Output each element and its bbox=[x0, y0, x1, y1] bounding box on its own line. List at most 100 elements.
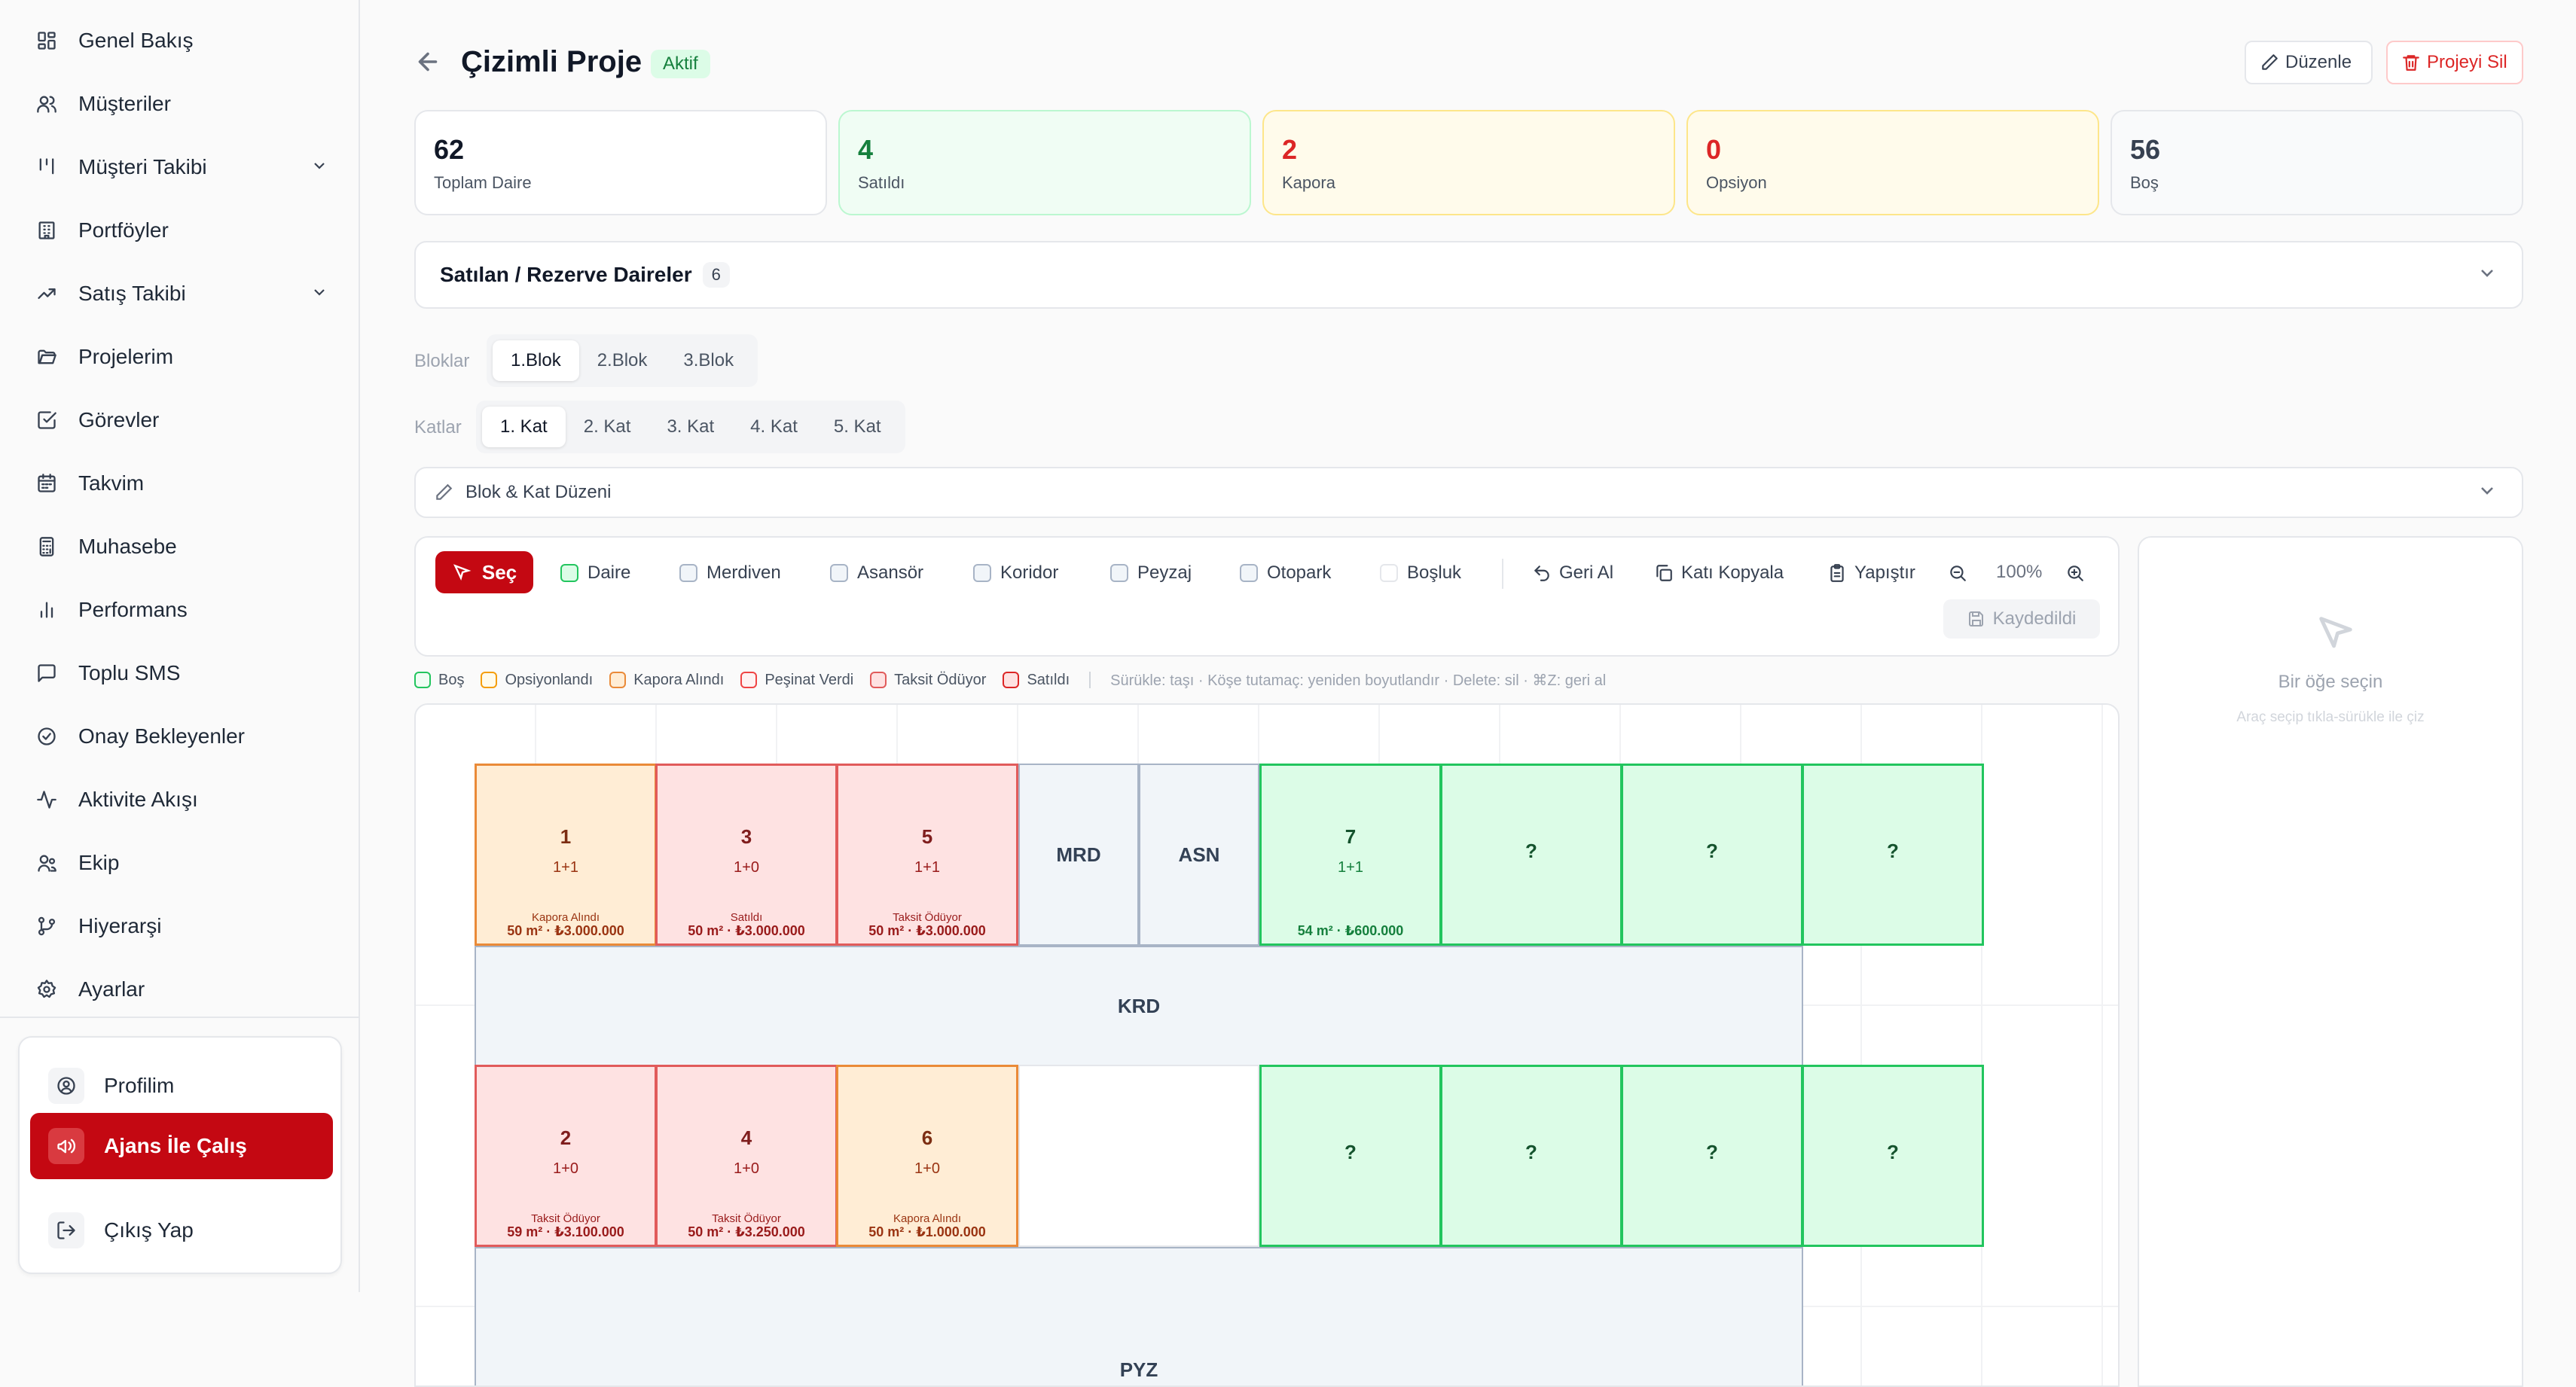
nav-genel-bakis[interactable]: Genel Bakış bbox=[35, 20, 328, 62]
logout-link[interactable]: Çıkış Yap bbox=[30, 1197, 333, 1264]
unit-cell[interactable]: ? bbox=[1621, 1065, 1803, 1247]
nav-hiyerarsi[interactable]: Hiyerarşi bbox=[35, 905, 328, 947]
elevator-cell[interactable]: ASN bbox=[1139, 764, 1259, 946]
nav-musteri-takibi[interactable]: Müşteri Takibi bbox=[35, 146, 328, 188]
delete-project-button[interactable]: Projeyi Sil bbox=[2386, 41, 2523, 84]
unit-rooms: 1+1 bbox=[1338, 859, 1363, 876]
nav-muhasebe[interactable]: Muhasebe bbox=[35, 526, 328, 568]
nav-ayarlar[interactable]: Ayarlar bbox=[35, 968, 328, 1011]
saved-button[interactable]: Kaydedildi bbox=[1943, 599, 2100, 639]
legend-swatch bbox=[870, 672, 887, 688]
unit-cell[interactable]: 7 1+1 54 m² · ₺600.000 bbox=[1259, 764, 1442, 946]
empty-space-cell[interactable] bbox=[1018, 1065, 1259, 1247]
nav-takvim[interactable]: Takvim bbox=[35, 462, 328, 505]
edit-label: Düzenle bbox=[2285, 52, 2352, 72]
copy-floor-button[interactable]: Katı Kopyala bbox=[1654, 562, 1784, 584]
tool-label: Koridor bbox=[1000, 562, 1059, 583]
unit-cell[interactable]: 5 1+1 Taksit Ödüyor 50 m² · ₺3.000.000 bbox=[836, 764, 1018, 946]
unit-cell[interactable]: 6 1+0 Kapora Alındı 50 m² · ₺1.000.000 bbox=[836, 1065, 1018, 1247]
nav-ekip[interactable]: Ekip bbox=[35, 842, 328, 884]
tool-koridor[interactable]: Koridor bbox=[973, 562, 1058, 584]
undo-button[interactable]: Geri Al bbox=[1532, 562, 1613, 584]
agency-button[interactable]: Ajans İle Çalış bbox=[30, 1113, 333, 1179]
tool-otopark[interactable]: Otopark bbox=[1240, 562, 1331, 584]
nav-onay-bekleyenler[interactable]: Onay Bekleyenler bbox=[35, 715, 328, 758]
trash-icon bbox=[2403, 55, 2419, 71]
back-arrow-icon[interactable] bbox=[414, 48, 444, 78]
legend-label: Boş bbox=[438, 671, 465, 688]
block-floor-layout-panel[interactable]: Blok & Kat Düzeni bbox=[414, 467, 2523, 518]
unit-cell[interactable]: ? bbox=[1802, 1065, 1984, 1247]
logout-label: Çıkış Yap bbox=[104, 1218, 194, 1242]
select-tool-button[interactable]: Seç bbox=[435, 551, 533, 593]
tab-floor-2[interactable]: 2. Kat bbox=[583, 416, 631, 437]
paste-button[interactable]: Yapıştır bbox=[1827, 562, 1915, 584]
dashboard-icon bbox=[35, 29, 59, 53]
unit-cell[interactable]: 2 1+0 Taksit Ödüyor 59 m² · ₺3.100.000 bbox=[475, 1065, 657, 1247]
tool-asansor[interactable]: Asansör bbox=[830, 562, 923, 584]
sidebar-divider bbox=[0, 1017, 360, 1018]
tab-floor-5[interactable]: 5. Kat bbox=[833, 416, 881, 437]
unit-cell[interactable]: 1 1+1 Kapora Alındı 50 m² · ₺3.000.000 bbox=[475, 764, 657, 946]
calculator-icon bbox=[35, 535, 59, 559]
tool-label: Asansör bbox=[857, 562, 924, 583]
tab-block-1[interactable]: 1.Blok bbox=[493, 340, 579, 381]
tab-floor-1[interactable]: 1. Kat bbox=[482, 407, 566, 447]
tab-block-3[interactable]: 3.Blok bbox=[683, 350, 734, 370]
swatch bbox=[830, 564, 848, 582]
tab-floor-4[interactable]: 4. Kat bbox=[750, 416, 798, 437]
swatch bbox=[560, 564, 578, 582]
legend-label: Opsiyonlandı bbox=[505, 671, 594, 688]
unit-cell[interactable]: 3 1+0 Satıldı 50 m² · ₺3.000.000 bbox=[655, 764, 838, 946]
nav-gorevler[interactable]: Görevler bbox=[35, 399, 328, 441]
chevron-down-icon[interactable] bbox=[310, 157, 328, 178]
unit-status: Satıldı bbox=[730, 911, 763, 924]
swatch bbox=[1380, 564, 1398, 582]
legend-label: Satıldı bbox=[1027, 671, 1070, 688]
edit-button[interactable]: Düzenle bbox=[2245, 41, 2373, 84]
zoom-in-button[interactable] bbox=[2065, 562, 2092, 584]
chevron-down-icon[interactable] bbox=[2477, 480, 2498, 505]
sold-reserved-panel[interactable]: Satılan / Rezerve Daireler 6 bbox=[414, 241, 2523, 309]
floor-plan-canvas[interactable]: 1 1+1 Kapora Alındı 50 m² · ₺3.000.000 3… bbox=[414, 703, 2120, 1387]
nav-musteriler[interactable]: Müşteriler bbox=[35, 83, 328, 125]
unit-cell[interactable]: ? bbox=[1802, 764, 1984, 946]
unit-rooms: 1+1 bbox=[553, 859, 578, 876]
nav-projelerim[interactable]: Projelerim bbox=[35, 336, 328, 378]
check-circle-icon bbox=[35, 724, 59, 748]
nav-label: Muhasebe bbox=[78, 535, 177, 558]
chevron-down-icon[interactable] bbox=[2477, 263, 2498, 288]
legend-label: Taksit Ödüyor bbox=[894, 671, 987, 688]
agency-label: Ajans İle Çalış bbox=[104, 1134, 247, 1157]
tab-floor-3[interactable]: 3. Kat bbox=[667, 416, 715, 437]
unit-cell[interactable]: ? bbox=[1259, 1065, 1442, 1247]
corridor-cell[interactable]: KRD bbox=[475, 946, 1803, 1066]
unit-cell[interactable]: ? bbox=[1440, 764, 1622, 946]
check-square-icon bbox=[35, 408, 59, 432]
tool-merdiven[interactable]: Merdiven bbox=[679, 562, 781, 584]
nav-performans[interactable]: Performans bbox=[35, 589, 328, 631]
chevron-down-icon[interactable] bbox=[310, 283, 328, 305]
nav-portfoyler[interactable]: Portföyler bbox=[35, 209, 328, 251]
tool-daire[interactable]: Daire bbox=[560, 562, 630, 584]
stat-total-units: 62 Toplam Daire bbox=[414, 110, 827, 215]
nav-label: Satış Takibi bbox=[78, 282, 186, 305]
cell-code: KRD bbox=[1117, 994, 1161, 1017]
unit-price: 54 m² · ₺600.000 bbox=[1297, 923, 1404, 938]
zoom-out-button[interactable] bbox=[1948, 562, 1975, 584]
tab-block-2[interactable]: 2.Blok bbox=[597, 350, 648, 370]
unit-cell[interactable]: ? bbox=[1621, 764, 1803, 946]
tool-bosluk[interactable]: Boşluk bbox=[1380, 562, 1461, 584]
nav-aktivite-akisi[interactable]: Aktivite Akışı bbox=[35, 779, 328, 821]
unit-cell[interactable]: ? bbox=[1440, 1065, 1622, 1247]
nav-satis-takibi[interactable]: Satış Takibi bbox=[35, 273, 328, 315]
tool-peyzaj[interactable]: Peyzaj bbox=[1110, 562, 1192, 584]
landscape-cell[interactable]: PYZ bbox=[475, 1247, 1803, 1385]
stairs-cell[interactable]: MRD bbox=[1018, 764, 1139, 946]
legend-item: Satıldı bbox=[1003, 672, 1070, 689]
stat-option: 0 Opsiyon bbox=[1686, 110, 2099, 215]
unit-cell[interactable]: 4 1+0 Taksit Ödüyor 50 m² · ₺3.250.000 bbox=[655, 1065, 838, 1247]
nav-toplu-sms[interactable]: Toplu SMS bbox=[35, 652, 328, 694]
profile-link[interactable]: Profilim bbox=[30, 1053, 333, 1119]
building-icon bbox=[35, 218, 59, 242]
